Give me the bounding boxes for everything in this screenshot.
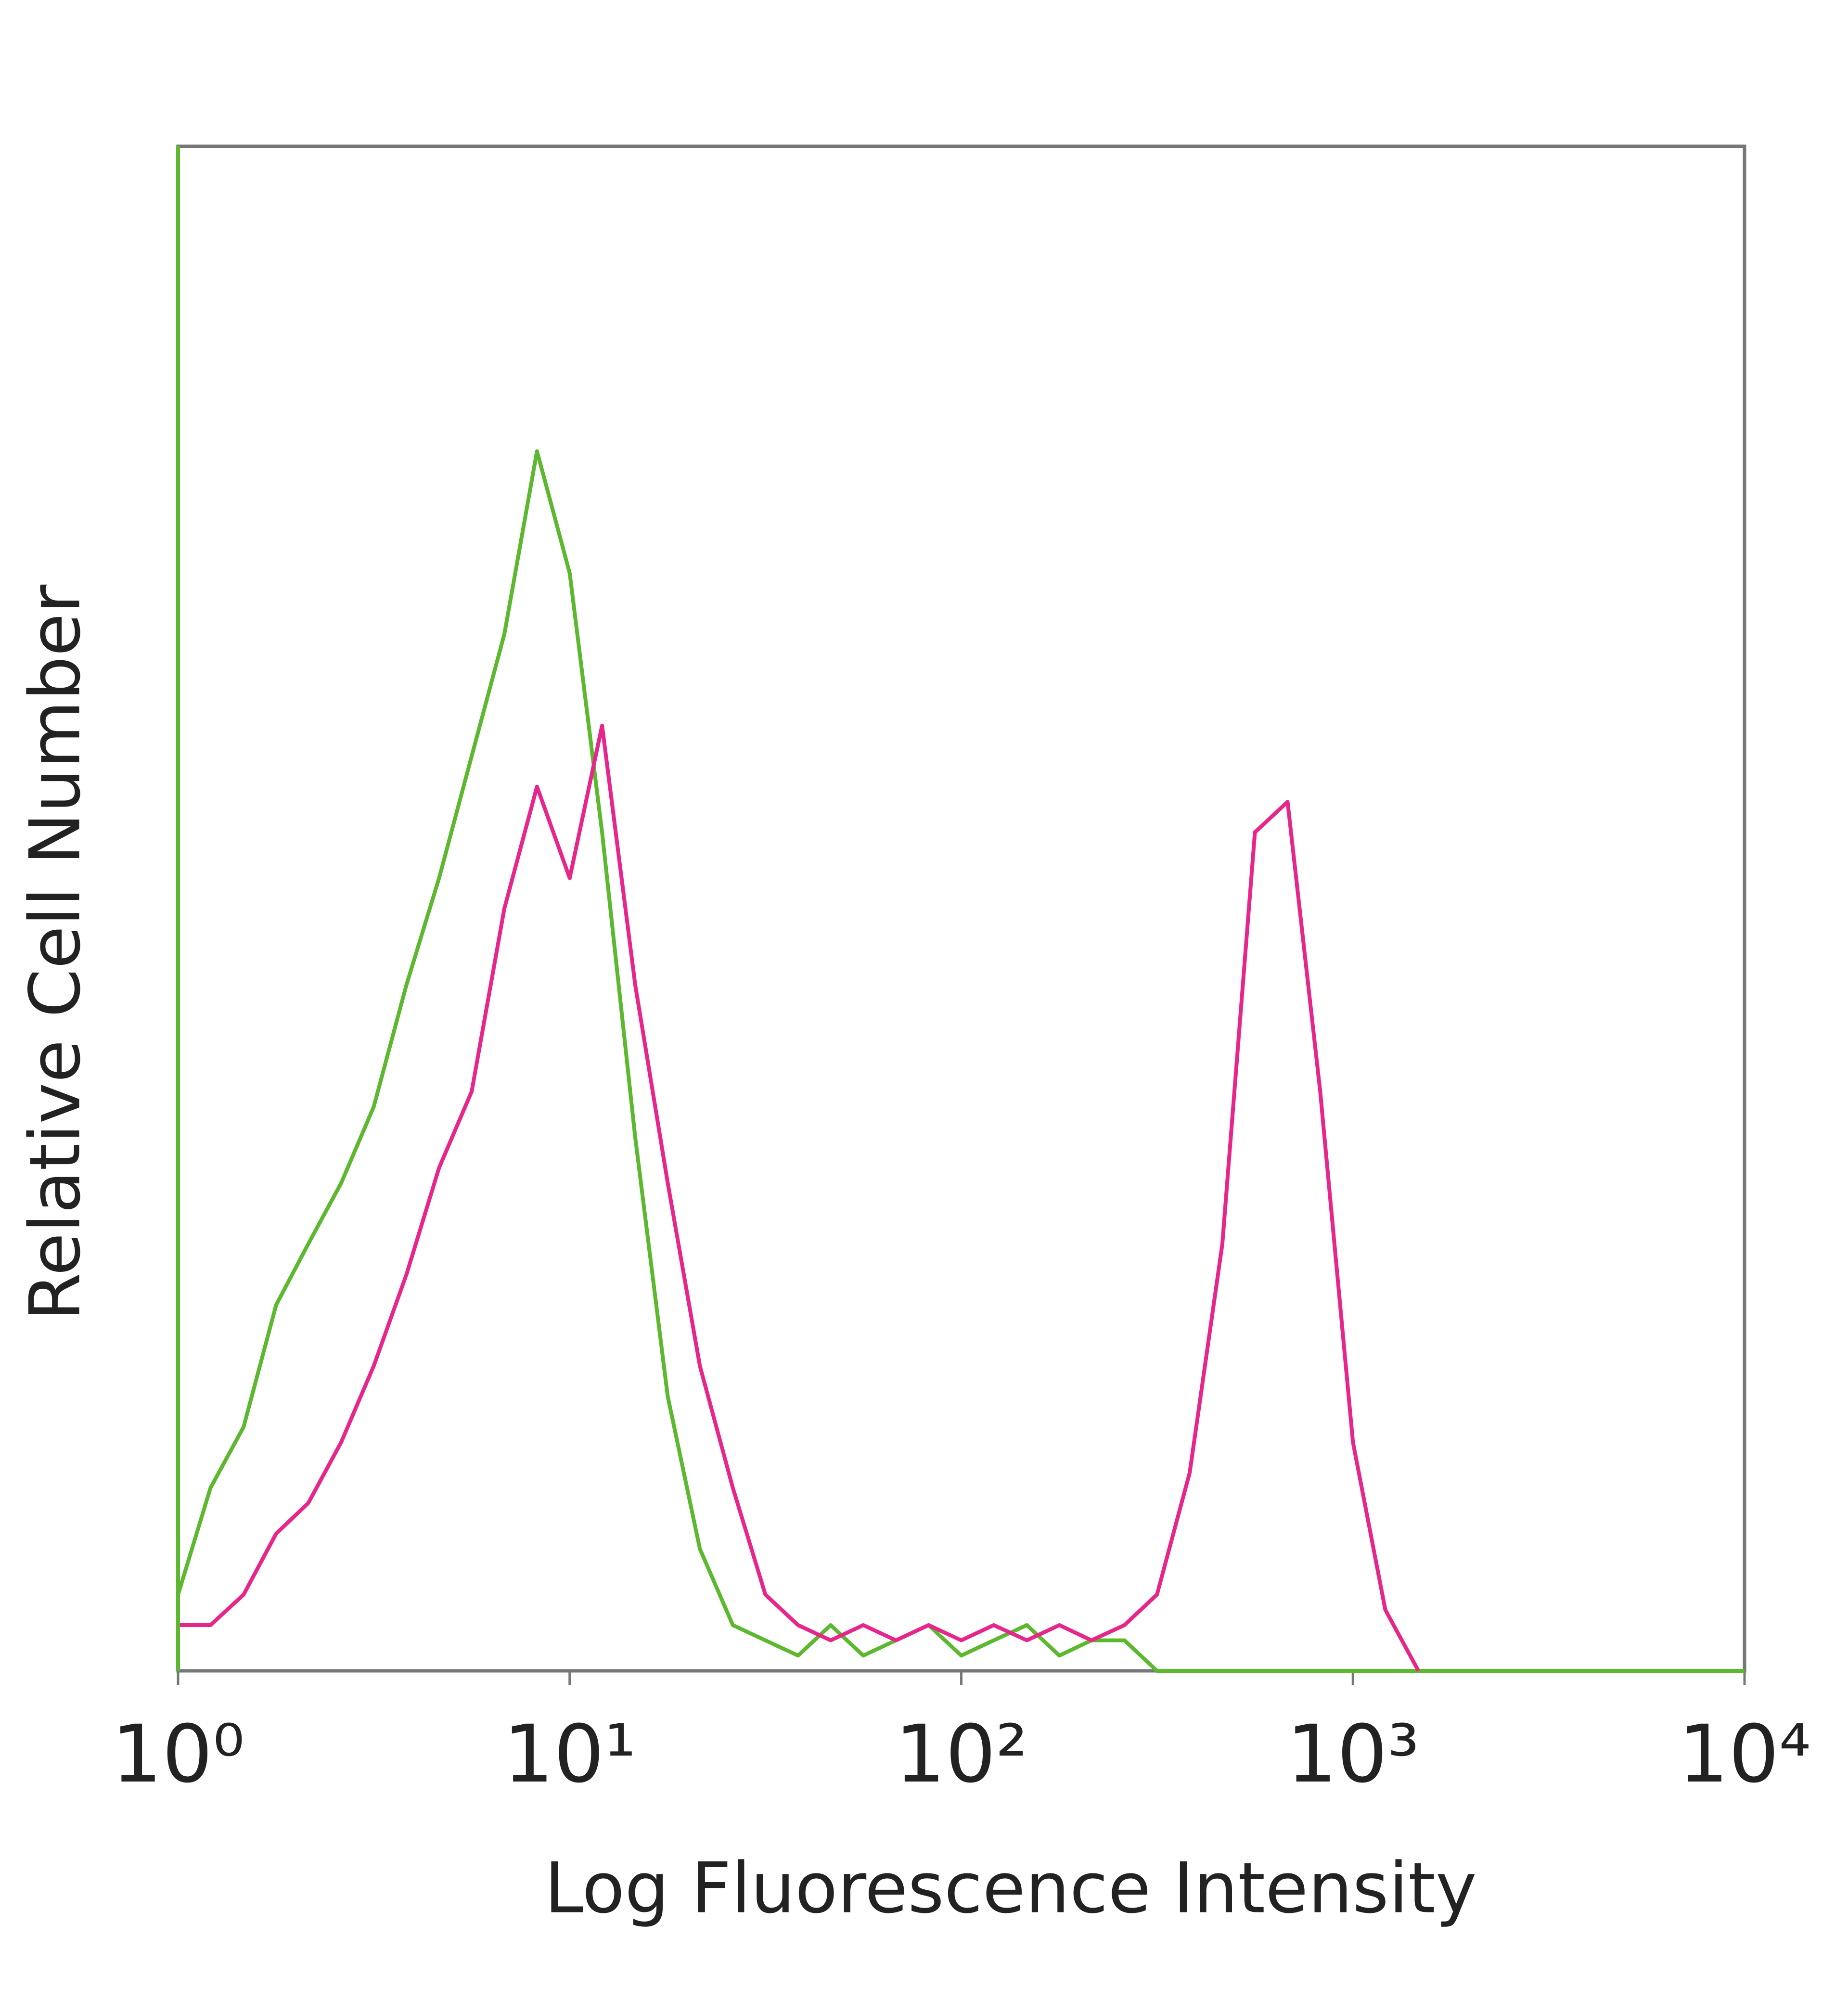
plot-frame [176, 144, 1746, 1673]
x-tick-label: 10² [895, 1708, 1027, 1800]
y-axis-label: Relative Cell Number [15, 584, 96, 1321]
histogram-line [178, 723, 1420, 1672]
x-tick-label: 10⁴ [1678, 1708, 1811, 1800]
x-tick-label: 10³ [1286, 1708, 1419, 1800]
x-axis-label: Log Fluorescence Intensity [544, 1848, 1477, 1929]
histogram-line [176, 449, 1745, 1673]
x-tick-label: 10¹ [503, 1708, 636, 1800]
x-tick-label: 10⁰ [112, 1708, 244, 1800]
